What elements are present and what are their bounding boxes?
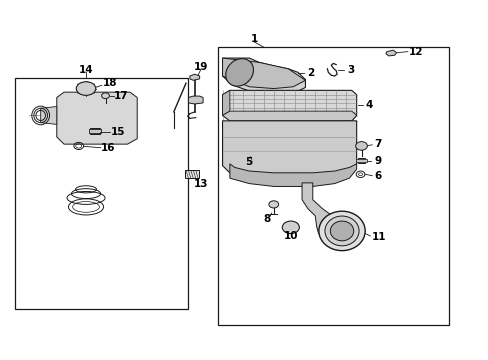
Bar [184,170,198,178]
Bar [355,159,366,162]
Ellipse shape [225,59,253,86]
Text: 7: 7 [374,139,381,149]
Circle shape [268,201,278,208]
Polygon shape [189,74,199,80]
Ellipse shape [325,216,358,246]
Polygon shape [41,107,57,125]
Bar [90,128,100,134]
Polygon shape [222,90,356,121]
Text: 15: 15 [110,127,125,137]
Text: 14: 14 [79,65,93,75]
Ellipse shape [318,211,365,251]
Polygon shape [302,183,332,234]
Text: 18: 18 [103,78,118,88]
Polygon shape [229,164,356,186]
Circle shape [355,141,366,150]
Text: 16: 16 [101,143,115,153]
Text: 2: 2 [306,68,313,78]
Polygon shape [222,121,356,183]
Text: 12: 12 [408,46,423,57]
Text: 11: 11 [370,232,385,242]
Bar [89,129,101,133]
Polygon shape [188,96,203,104]
Polygon shape [222,111,356,121]
Circle shape [102,93,109,99]
Text: 5: 5 [244,157,251,167]
Text: 19: 19 [193,62,207,72]
Ellipse shape [76,82,96,95]
Polygon shape [222,90,229,116]
Polygon shape [385,50,396,56]
Ellipse shape [330,221,353,241]
Text: 4: 4 [365,100,372,111]
Text: 17: 17 [114,91,129,101]
Text: 6: 6 [374,171,381,181]
Text: 1: 1 [250,34,257,44]
Ellipse shape [282,221,299,234]
Bar [15,78,188,309]
Bar [217,47,448,325]
Bar [357,158,365,163]
Polygon shape [57,92,137,144]
Text: 10: 10 [283,231,298,241]
Text: 9: 9 [374,156,381,166]
Text: 3: 3 [346,64,354,75]
Polygon shape [222,58,305,89]
Text: 13: 13 [193,179,207,189]
Text: 8: 8 [263,215,270,224]
Polygon shape [222,58,305,95]
